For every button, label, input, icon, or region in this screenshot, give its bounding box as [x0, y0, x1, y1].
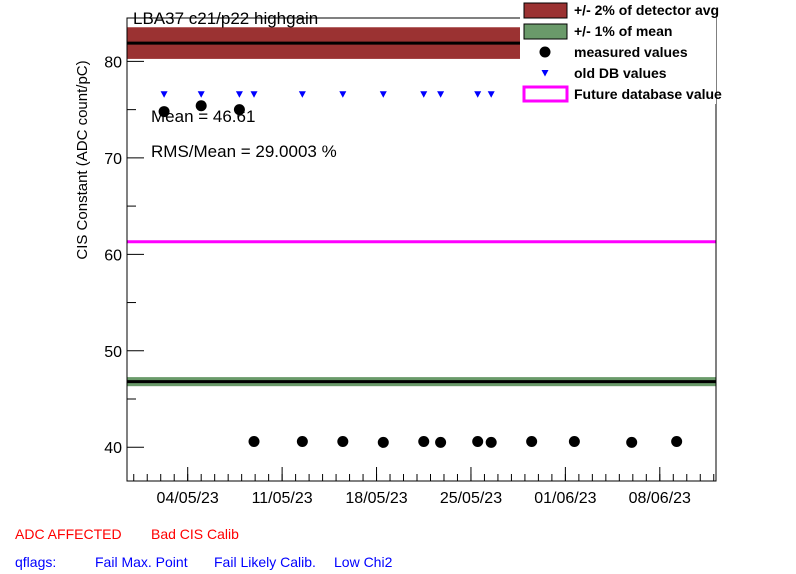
old-db-point-0 [160, 91, 168, 98]
chart-title: LBA37 c21/p22 highgain [133, 9, 318, 28]
measured-point-11 [526, 435, 538, 447]
legend-label-3: old DB values [574, 65, 667, 81]
measured-point-9 [472, 435, 484, 447]
legend-swatch-future [522, 85, 569, 103]
legend-label-2: measured values [574, 44, 688, 60]
old-db-point-5 [339, 91, 347, 98]
old-db-point-10 [487, 91, 495, 98]
plot-frame [126, 17, 717, 482]
qflags-label: qflags: [15, 554, 56, 570]
y-tick-label-40: 40 [104, 440, 122, 457]
measured-point-4 [296, 435, 308, 447]
flag-bad-cis-calib: Bad CIS Calib [151, 526, 239, 542]
x-tick-label-2: 18/05/23 [345, 490, 407, 507]
rms-annotation: RMS/Mean = 29.0003 % [151, 142, 337, 161]
qflag-fail-max-point: Fail Max. Point [95, 554, 188, 570]
measured-point-14 [671, 435, 683, 447]
x-tick-label-0: 04/05/23 [157, 490, 219, 507]
x-tick-label-1: 11/05/23 [252, 490, 313, 507]
legend: +/- 2% of detector avg +/- 1% of mean meas… [520, 0, 722, 104]
x-tick-label-4: 01/06/23 [534, 490, 596, 507]
legend-label-0: +/- 2% of detector avg [574, 2, 719, 18]
legend-swatch-1 [523, 23, 568, 40]
measured-point-3 [248, 435, 260, 447]
measured-point-0 [158, 106, 170, 118]
y-tick-label-70: 70 [104, 151, 122, 168]
flag-adc-affected: ADC AFFECTED [15, 526, 122, 542]
qflag-low-chi2: Low Chi2 [334, 554, 393, 570]
legend-swatch-0 [523, 2, 568, 19]
measured-point-10 [485, 436, 497, 448]
measured-point-7 [418, 435, 430, 447]
legend-marker-measured [539, 46, 551, 58]
legend-label-4: Future database value [574, 86, 722, 102]
old-db-point-1 [197, 91, 205, 98]
old-db-point-3 [250, 91, 258, 98]
y-tick-label-60: 60 [104, 247, 122, 264]
mean-annotation: Mean = 46.61 [151, 107, 255, 126]
old-db-point-7 [420, 91, 428, 98]
y-tick-label-50: 50 [104, 344, 122, 361]
old-db-point-6 [379, 91, 387, 98]
measured-point-12 [568, 435, 580, 447]
measured-point-6 [377, 436, 389, 448]
measured-point-2 [233, 104, 245, 116]
qflag-fail-likely-calib: Fail Likely Calib. [214, 554, 316, 570]
y-tick-label-80: 80 [104, 54, 122, 71]
x-tick-label-5: 08/06/23 [629, 490, 691, 507]
old-db-point-4 [298, 91, 306, 98]
legend-label-1: +/- 1% of mean [574, 23, 672, 39]
measured-point-5 [337, 435, 349, 447]
measured-point-1 [195, 100, 207, 112]
old-db-point-2 [235, 91, 243, 98]
legend-marker-old-db [541, 70, 549, 77]
old-db-point-8 [437, 91, 445, 98]
measured-point-8 [435, 436, 447, 448]
y-axis-label: CIS Constant (ADC count/pC) [74, 60, 91, 259]
x-tick-label-3: 25/05/23 [440, 490, 502, 507]
old-db-point-9 [474, 91, 482, 98]
measured-point-13 [626, 436, 638, 448]
